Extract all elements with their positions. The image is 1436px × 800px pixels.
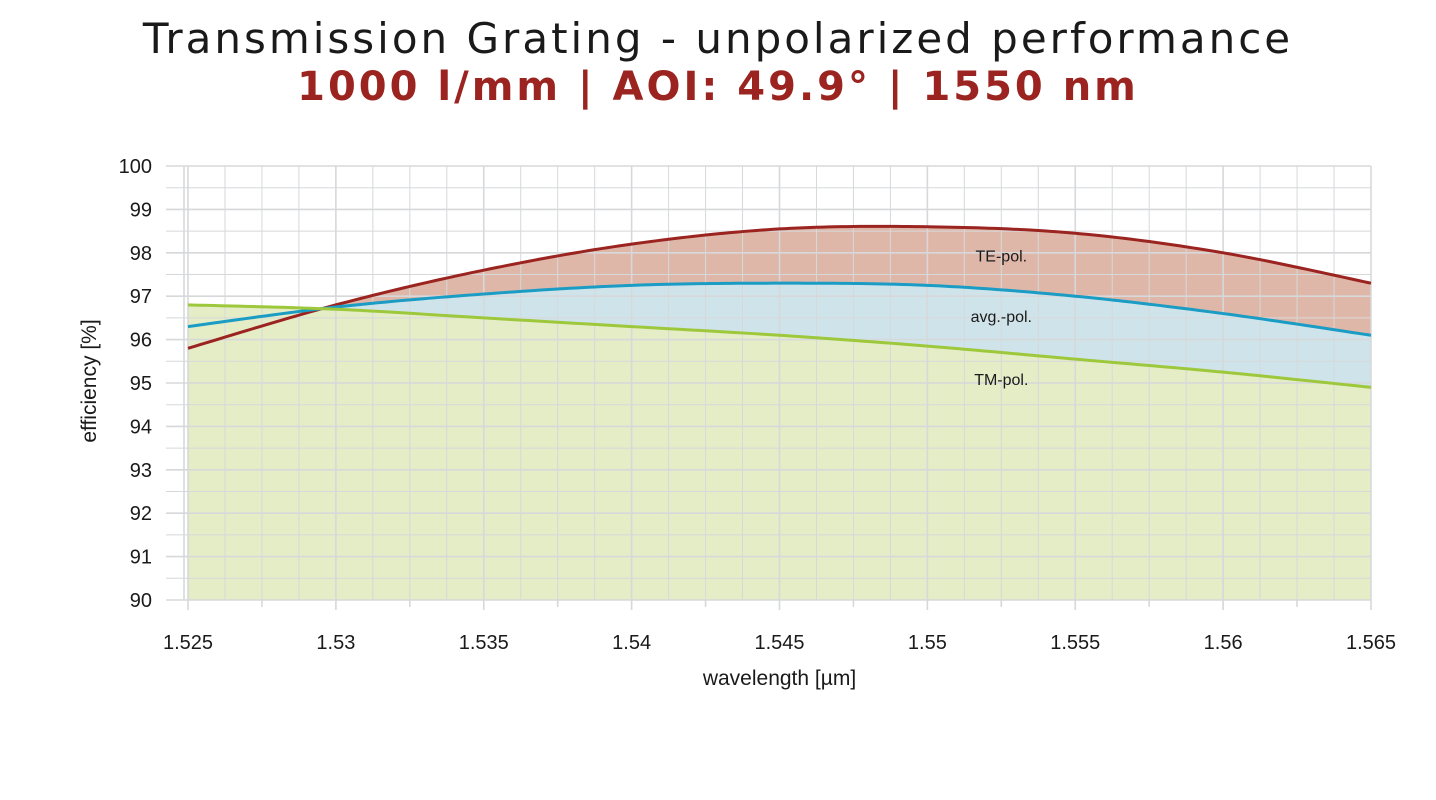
series-label-tm-pol: TM-pol. bbox=[974, 372, 1028, 389]
y-tick-label: 91 bbox=[130, 547, 152, 569]
tick-labels: 1.525 1.53 1.535 1.54 1.545 1.55 1.555 1.56 1.56… bbox=[119, 156, 1396, 654]
series-line-tm-pol bbox=[187, 303, 1372, 389]
chart-title: Transmission Grating - unpolarized perfo… bbox=[142, 14, 1294, 63]
x-tick-label: 1.545 bbox=[754, 632, 804, 654]
y-axis-label: efficiency [%] bbox=[78, 319, 101, 442]
x-tick-label: 1.565 bbox=[1346, 632, 1396, 654]
series-label-avg-pol: avg.-pol. bbox=[971, 309, 1032, 326]
y-tick-label: 99 bbox=[130, 199, 152, 221]
x-tick-label: 1.56 bbox=[1204, 632, 1243, 654]
x-tick-label: 1.525 bbox=[163, 632, 213, 654]
y-tick-label: 93 bbox=[130, 460, 152, 482]
series-labels: TE-pol. avg.-pol. TM-pol. bbox=[971, 248, 1032, 389]
series-line-avg-pol bbox=[187, 281, 1372, 337]
series-lines bbox=[187, 224, 1372, 389]
y-tick-label: 92 bbox=[130, 503, 152, 525]
x-tick-label: 1.55 bbox=[908, 632, 947, 654]
y-tick-label: 94 bbox=[130, 416, 152, 438]
x-tick-label: 1.555 bbox=[1050, 632, 1100, 654]
series-label-te-pol: TE-pol. bbox=[976, 248, 1028, 265]
x-tick-label: 1.54 bbox=[612, 632, 651, 654]
y-tick-label: 96 bbox=[130, 330, 152, 352]
grid bbox=[166, 165, 1372, 610]
y-tick-label: 100 bbox=[119, 156, 152, 178]
x-tick-label: 1.535 bbox=[459, 632, 509, 654]
x-tick-label: 1.53 bbox=[316, 632, 355, 654]
y-tick-label: 95 bbox=[130, 373, 152, 395]
y-tick-label: 98 bbox=[130, 243, 152, 265]
series-line-te-pol bbox=[187, 224, 1372, 350]
y-tick-label: 97 bbox=[130, 286, 152, 308]
x-axis-label: wavelength [µm] bbox=[702, 667, 856, 690]
chart-subtitle: 1000 l/mm | AOI: 49.9° | 1550 nm bbox=[297, 64, 1139, 110]
y-tick-label: 90 bbox=[130, 590, 152, 612]
